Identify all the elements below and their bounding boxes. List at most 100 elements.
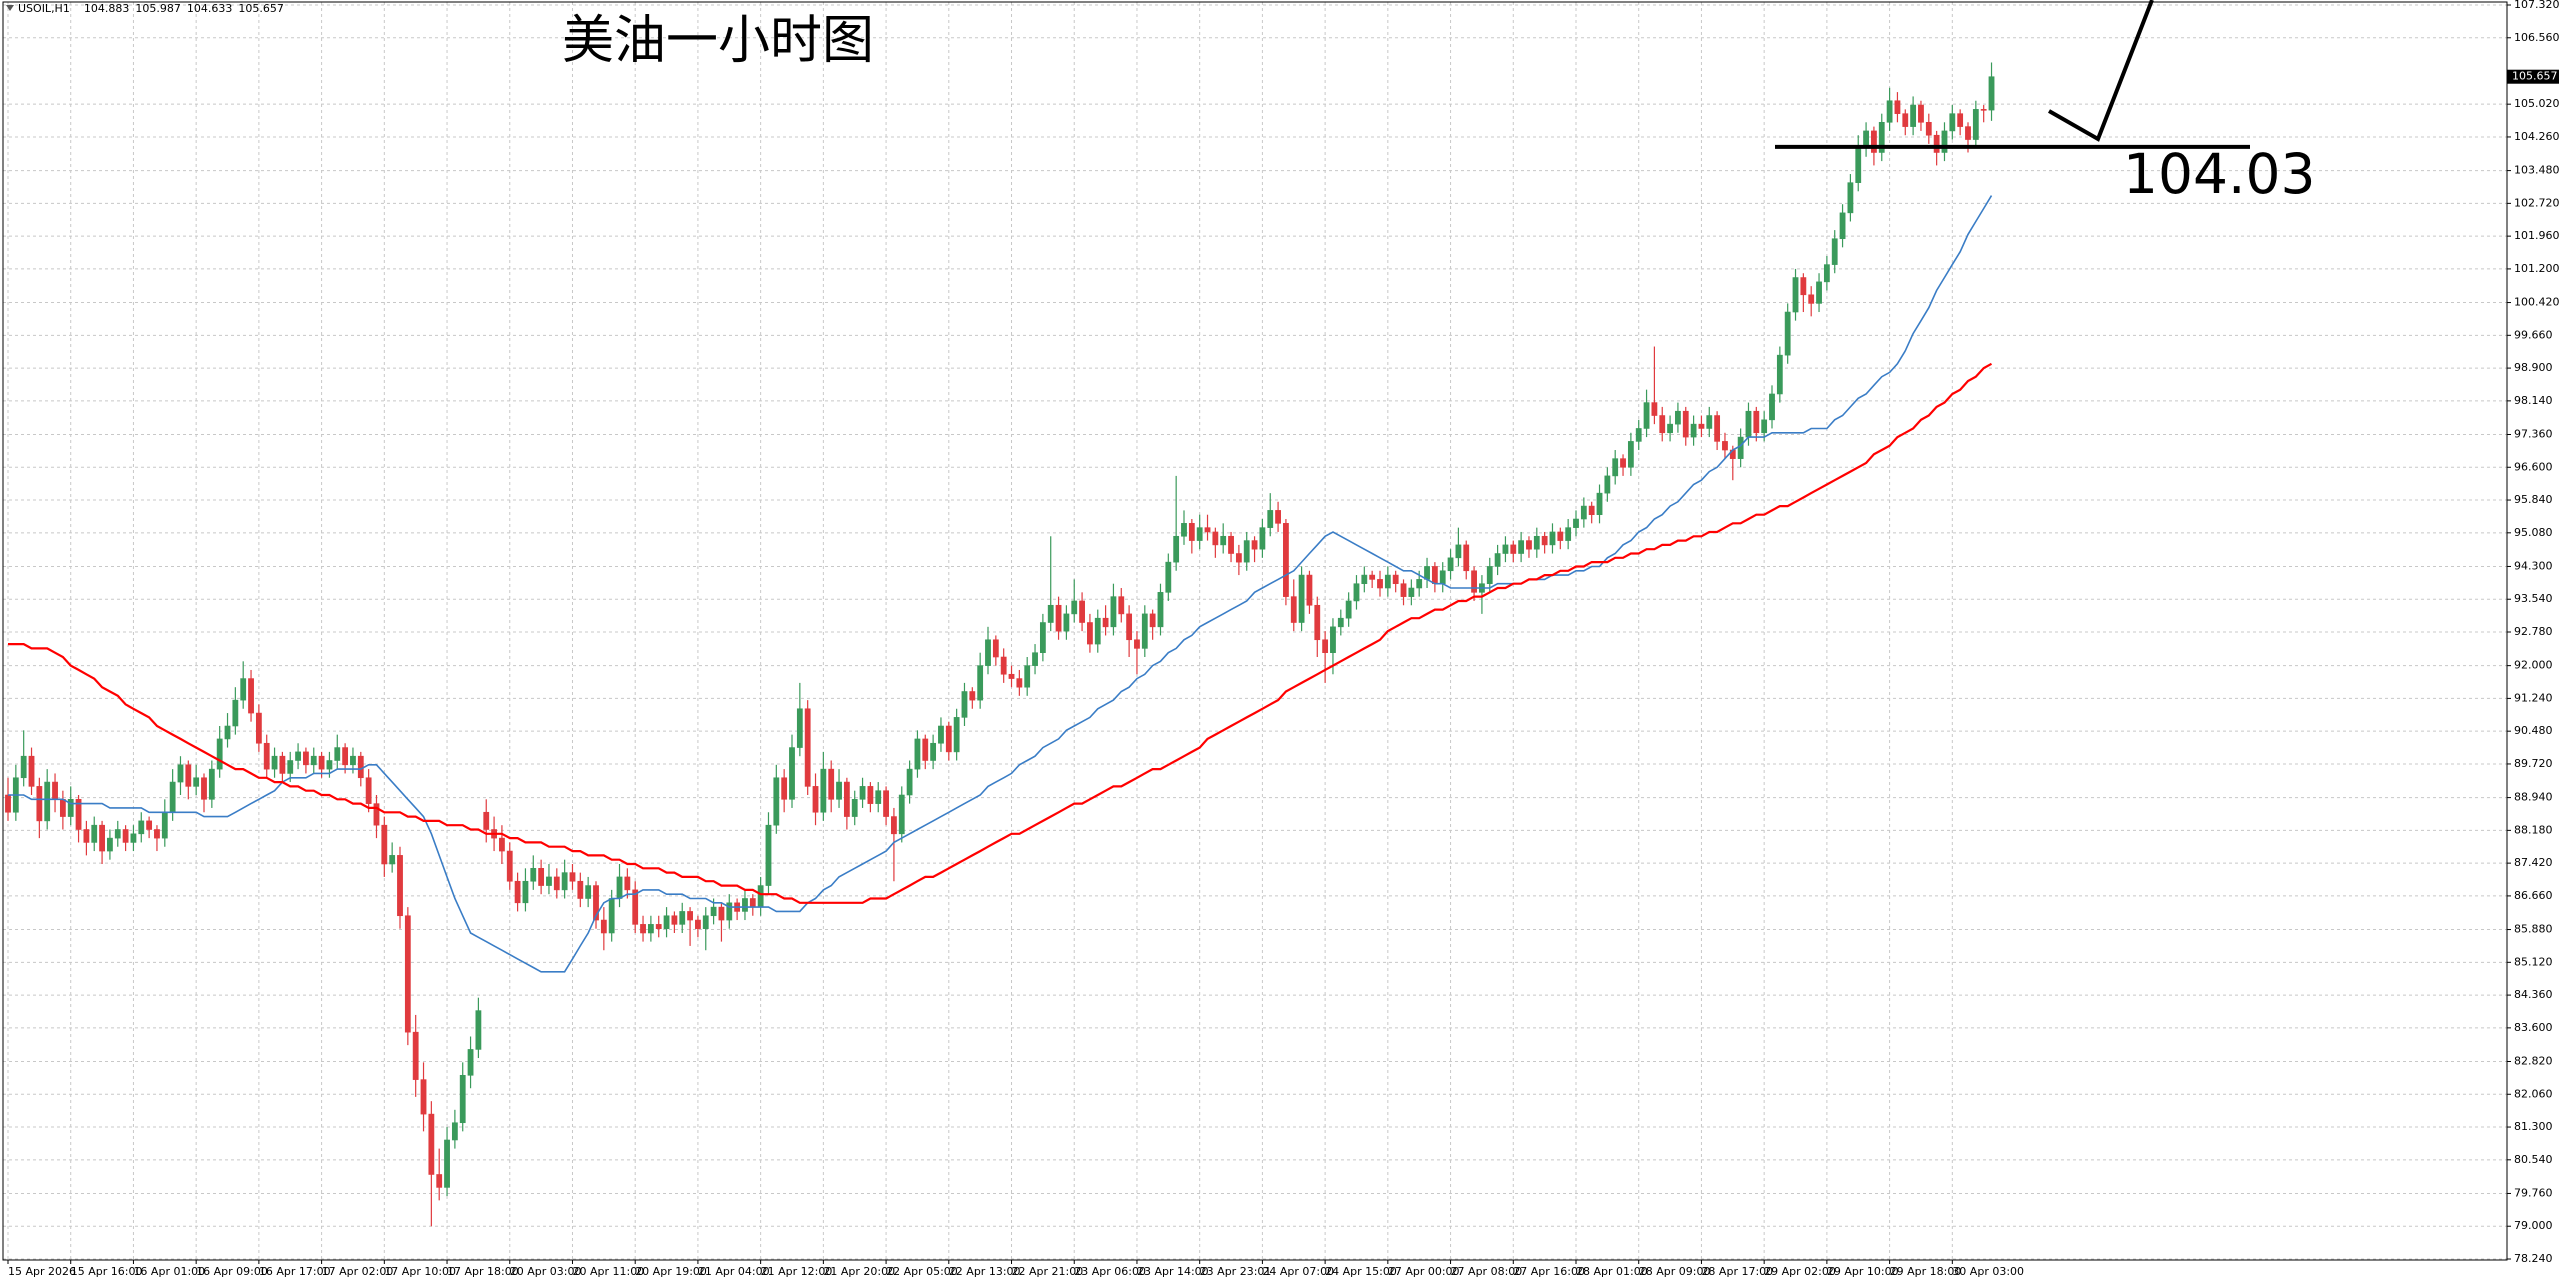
x-tick-label: 15 Apr 16:00 bbox=[71, 1265, 143, 1278]
candle-body bbox=[1384, 574, 1391, 589]
y-tick-label: 98.140 bbox=[2514, 394, 2553, 407]
candle-body bbox=[1831, 238, 1838, 265]
candle-body bbox=[1118, 596, 1125, 615]
candle-body bbox=[1173, 535, 1180, 563]
candle-body bbox=[130, 833, 137, 843]
candle-body bbox=[177, 764, 184, 783]
candle-body bbox=[1918, 104, 1924, 123]
candles bbox=[5, 62, 1995, 1227]
chart-header: USOIL,H1 104.883 105.987 104.633 105.657 bbox=[18, 2, 284, 15]
candle-body bbox=[812, 786, 819, 813]
candle-body bbox=[1196, 527, 1203, 541]
candle-body bbox=[1181, 523, 1187, 537]
candle-body bbox=[1337, 617, 1344, 628]
candle-body bbox=[647, 924, 654, 934]
candle-body bbox=[255, 712, 262, 744]
candle-body bbox=[1690, 423, 1697, 438]
y-tick-label: 95.080 bbox=[2514, 526, 2553, 539]
candle-body bbox=[1549, 531, 1556, 546]
candle-body bbox=[1267, 510, 1274, 528]
chart-title: 美油一小时图 bbox=[562, 11, 874, 71]
candle-body bbox=[600, 919, 607, 934]
candle-body bbox=[1275, 510, 1281, 524]
candle-body bbox=[1032, 652, 1038, 666]
price-tag bbox=[2507, 69, 2559, 84]
candle-body bbox=[804, 708, 811, 787]
candle-body bbox=[1416, 579, 1423, 589]
candle-body bbox=[985, 639, 991, 666]
candle-body bbox=[67, 799, 74, 817]
candle-body bbox=[883, 790, 889, 817]
candle-body bbox=[1243, 540, 1250, 563]
candle-body bbox=[898, 794, 905, 835]
candle-body bbox=[420, 1079, 427, 1115]
candle-body bbox=[710, 906, 717, 917]
candle-body bbox=[1839, 212, 1846, 240]
candle-body bbox=[326, 760, 333, 770]
candle-body bbox=[1047, 604, 1054, 623]
candle-body bbox=[1126, 613, 1133, 641]
candle-body bbox=[357, 755, 364, 779]
y-tick-label: 85.120 bbox=[2514, 955, 2553, 968]
x-tick-label: 17 Apr 02:00 bbox=[322, 1265, 394, 1278]
candle-body bbox=[303, 751, 309, 766]
candle-body bbox=[593, 885, 599, 921]
y-tick-label: 99.660 bbox=[2514, 328, 2553, 341]
candle-body bbox=[1761, 419, 1768, 434]
y-tick-label: 82.820 bbox=[2514, 1054, 2553, 1067]
x-tick-label: 27 Apr 08:00 bbox=[1451, 1265, 1523, 1278]
candle-body bbox=[969, 691, 976, 701]
candle-body bbox=[1855, 147, 1862, 183]
candle-body bbox=[1565, 527, 1572, 541]
y-tick-label: 84.360 bbox=[2514, 988, 2553, 1001]
candle-body bbox=[530, 868, 537, 882]
candle-body bbox=[820, 768, 827, 813]
candle-body bbox=[451, 1122, 458, 1141]
candle-body bbox=[1776, 354, 1783, 395]
candle-body bbox=[914, 738, 921, 770]
candle-body bbox=[1220, 535, 1227, 546]
candle-body bbox=[224, 725, 231, 740]
x-tick-label: 20 Apr 03:00 bbox=[510, 1265, 582, 1278]
candle-body bbox=[1400, 583, 1407, 597]
candle-body bbox=[1667, 423, 1673, 434]
symbol-icon bbox=[6, 5, 14, 11]
candle-body bbox=[201, 777, 207, 800]
candle-body bbox=[99, 824, 105, 852]
candle-body bbox=[1949, 113, 1956, 132]
x-tick-label: 21 Apr 20:00 bbox=[823, 1265, 895, 1278]
candle-body bbox=[1612, 458, 1619, 477]
candle-body bbox=[412, 1031, 419, 1080]
candle-body bbox=[334, 747, 341, 761]
x-tick-label: 16 Apr 01:00 bbox=[133, 1265, 205, 1278]
candle-body bbox=[1604, 475, 1611, 494]
x-tick-label: 23 Apr 14:00 bbox=[1137, 1265, 1209, 1278]
candle-body bbox=[1071, 600, 1078, 615]
x-tick-label: 16 Apr 09:00 bbox=[196, 1265, 268, 1278]
candle-body bbox=[796, 708, 803, 748]
candle-body bbox=[1471, 570, 1477, 593]
candle-body bbox=[1573, 518, 1579, 528]
candle-body bbox=[1149, 613, 1156, 628]
candle-body bbox=[381, 824, 388, 865]
candle-body bbox=[240, 678, 247, 701]
y-tick-label: 102.720 bbox=[2514, 196, 2560, 209]
candle-body bbox=[1235, 553, 1242, 563]
candle-body bbox=[828, 768, 835, 800]
candle-body bbox=[749, 898, 756, 908]
candle-body bbox=[1486, 566, 1493, 585]
x-tick-label: 16 Apr 17:00 bbox=[259, 1265, 331, 1278]
x-tick-label: 24 Apr 07:00 bbox=[1262, 1265, 1334, 1278]
candle-body bbox=[977, 665, 984, 701]
candle-body bbox=[1063, 613, 1070, 632]
candle-body bbox=[1369, 574, 1376, 580]
candle-body bbox=[1722, 441, 1728, 451]
candle-body bbox=[945, 725, 952, 753]
candle-body bbox=[1980, 109, 1987, 111]
candle-body bbox=[1769, 393, 1775, 421]
y-tick-label: 85.880 bbox=[2514, 923, 2553, 936]
y-tick-label: 92.000 bbox=[2514, 659, 2553, 672]
y-tick-label: 97.360 bbox=[2514, 427, 2553, 440]
candle-body bbox=[1431, 566, 1438, 585]
